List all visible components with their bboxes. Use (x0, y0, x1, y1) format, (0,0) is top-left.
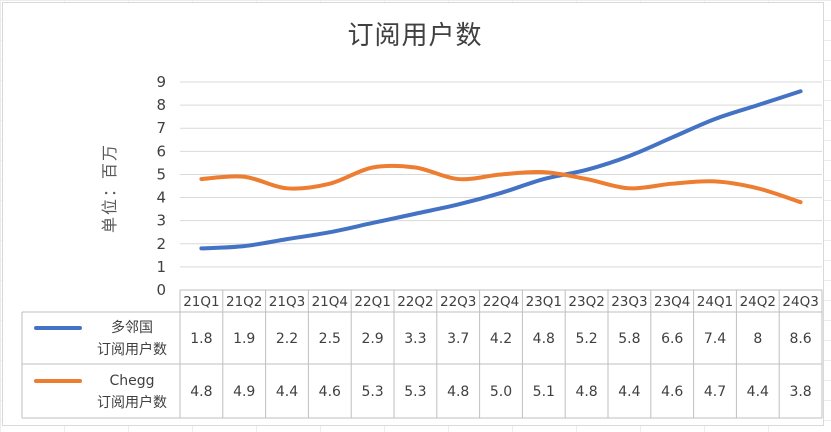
data-point[interactable] (413, 166, 417, 170)
data-point[interactable] (285, 186, 289, 190)
data-table-cell: 2.2 (276, 331, 298, 347)
data-table-cell: 4.6 (661, 384, 683, 400)
data-point[interactable] (413, 212, 417, 216)
y-tick-label: 5 (156, 165, 166, 183)
data-table-cell: 5.8 (618, 331, 640, 347)
y-tick-label: 9 (156, 73, 166, 91)
data-table-cell: 5.3 (404, 384, 426, 400)
data-table-cell: 2.9 (361, 331, 383, 347)
data-table-cell: 4.9 (233, 384, 255, 400)
data-point[interactable] (371, 166, 375, 170)
y-tick-label: 4 (156, 189, 166, 207)
data-table-cell: 4.8 (533, 331, 555, 347)
data-point[interactable] (456, 202, 460, 206)
series-line[interactable] (199, 89, 803, 251)
x-tick-label: 23Q3 (611, 294, 647, 310)
data-table-cell: 5.3 (361, 384, 383, 400)
data-point[interactable] (756, 186, 760, 190)
data-table-cell: 5.0 (490, 384, 512, 400)
data-point[interactable] (799, 200, 803, 204)
data-point[interactable] (199, 177, 203, 181)
y-tick-label: 7 (156, 119, 166, 137)
x-tick-label: 21Q2 (226, 294, 262, 310)
data-table (21, 289, 823, 419)
data-table-cell: 1.9 (233, 331, 255, 347)
y-tick-label: 6 (156, 142, 166, 160)
data-table-cell: 1.8 (190, 331, 212, 347)
gridlines (180, 81, 822, 268)
data-table-cell: 6.6 (661, 331, 683, 347)
y-tick-label: 0 (156, 281, 166, 299)
data-point[interactable] (242, 175, 246, 179)
y-tick-label: 1 (156, 258, 166, 276)
y-axis-label: 单位：百万 (100, 143, 119, 233)
x-tick-label: 22Q3 (440, 294, 476, 310)
data-point[interactable] (756, 103, 760, 107)
chart-title: 订阅用户数 (347, 21, 482, 51)
data-point[interactable] (371, 221, 375, 225)
data-table-cell: 3.8 (789, 384, 811, 400)
data-table-cell: 5.2 (575, 331, 597, 347)
data-table-cell: 4.8 (575, 384, 597, 400)
x-tick-label: 24Q2 (740, 294, 776, 310)
data-point[interactable] (627, 186, 631, 190)
data-table-cell: 4.8 (190, 384, 212, 400)
data-table-cell: 4.4 (276, 384, 298, 400)
series-lines (199, 89, 803, 251)
data-point[interactable] (585, 168, 589, 172)
y-tick-label: 2 (156, 235, 166, 253)
data-point[interactable] (585, 177, 589, 181)
x-tick-label: 22Q4 (483, 294, 519, 310)
data-table-cell: 4.7 (704, 384, 726, 400)
data-table-cell: 2.5 (319, 331, 341, 347)
data-point[interactable] (713, 179, 717, 183)
data-point[interactable] (499, 172, 503, 176)
data-table-cell: 7.4 (704, 331, 726, 347)
x-tick-label: 24Q3 (782, 294, 818, 310)
data-point[interactable] (627, 154, 631, 158)
x-tick-label: 21Q4 (312, 294, 348, 310)
data-point[interactable] (713, 117, 717, 121)
y-tick-label: 3 (156, 212, 166, 230)
x-tick-label: 23Q4 (654, 294, 690, 310)
x-tick-label: 23Q2 (568, 294, 604, 310)
x-tick-label: 21Q3 (269, 294, 305, 310)
data-table-cell: 4.2 (490, 331, 512, 347)
y-tick-label: 8 (156, 96, 166, 114)
x-tick-label: 21Q1 (183, 294, 219, 310)
x-tick-label: 23Q1 (526, 294, 562, 310)
data-point[interactable] (285, 237, 289, 241)
data-point[interactable] (242, 244, 246, 248)
data-table-cell: 8.6 (789, 331, 811, 347)
data-point[interactable] (670, 135, 674, 139)
data-point[interactable] (199, 246, 203, 250)
data-table-cell: 4.4 (618, 384, 640, 400)
chart-text: 订阅用户数 单位：百万 0 1 2 3 4 5 6 7 8 9 21Q1 21Q2 21Q3 21Q4 22… (34, 21, 819, 411)
x-tick-label: 22Q1 (354, 294, 390, 310)
data-table-cell: 8 (753, 331, 762, 347)
x-tick-label: 24Q1 (697, 294, 733, 310)
series-line[interactable] (199, 163, 803, 205)
data-table-cell: 5.1 (533, 384, 555, 400)
data-point[interactable] (542, 177, 546, 181)
legend-label: 订阅用户数 (97, 394, 167, 411)
legend-label: 多邻国 (111, 319, 153, 336)
data-table-cell: 4.8 (447, 384, 469, 400)
data-table-cell: 3.7 (447, 331, 469, 347)
x-tick-label: 22Q2 (397, 294, 433, 310)
data-point[interactable] (670, 182, 674, 186)
data-table-cell: 3.3 (404, 331, 426, 347)
data-table-cell: 4.4 (747, 384, 769, 400)
data-point[interactable] (328, 230, 332, 234)
data-point[interactable] (499, 191, 503, 195)
data-point[interactable] (456, 177, 460, 181)
data-point[interactable] (542, 170, 546, 174)
legend-label: Chegg (109, 373, 154, 389)
data-table-cell: 4.6 (319, 384, 341, 400)
data-point[interactable] (328, 182, 332, 186)
legend-label: 订阅用户数 (97, 341, 167, 358)
data-point[interactable] (799, 89, 803, 93)
